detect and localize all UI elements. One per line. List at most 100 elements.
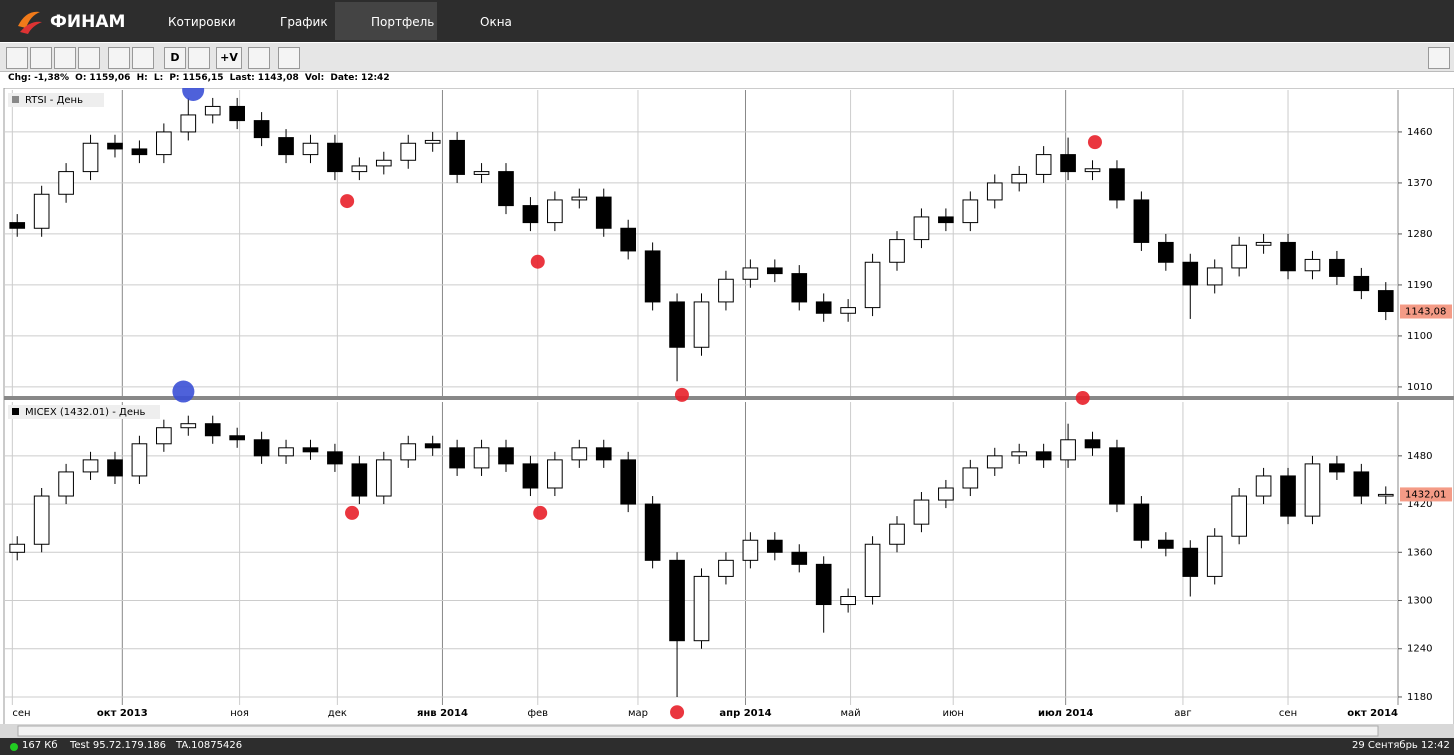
candle-body: [1231, 244, 1247, 269]
candle-body: [1109, 168, 1125, 201]
candle-body: [1060, 439, 1076, 461]
candle-body: [1280, 241, 1296, 272]
candle-body: [1182, 261, 1199, 286]
tool-button[interactable]: [30, 47, 52, 69]
candle-body: [131, 148, 148, 156]
y-tick-label: 1370: [1407, 178, 1432, 189]
marker: [172, 380, 195, 403]
tool-button[interactable]: [132, 47, 154, 69]
candle-body: [815, 563, 832, 606]
x-tick-label: фев: [527, 708, 548, 719]
candle-body: [449, 139, 465, 175]
candle-body: [1060, 154, 1076, 173]
label: P:: [169, 73, 180, 83]
candle-body: [693, 301, 710, 348]
candle-body: [58, 171, 74, 195]
candle-body: [522, 205, 539, 224]
status-dot: [10, 743, 18, 751]
info-bar: Chg: -1,38% O: 1159,06 H: L: P: 1156,15 Las…: [8, 73, 393, 83]
value: 1156,15: [182, 73, 224, 83]
menu-item[interactable]: Котировки: [168, 15, 236, 29]
candle-body: [1255, 475, 1272, 497]
tool-button[interactable]: [78, 47, 100, 69]
label: H:: [136, 73, 148, 83]
menu-item[interactable]: Окна: [480, 15, 512, 29]
candle-body: [742, 539, 759, 561]
candle-body: [938, 487, 954, 501]
candle-body: [9, 543, 26, 553]
y-tick-label: 1420: [1407, 499, 1432, 510]
candle-body: [1377, 290, 1394, 313]
marker: [674, 387, 689, 402]
candle-body: [424, 139, 441, 144]
candle-body: [547, 459, 563, 489]
candle-body: [302, 142, 319, 156]
candle-body: [1011, 173, 1028, 184]
top-nav: ФИНАМ Котировки График Портфель Окна: [0, 0, 1454, 42]
candle-body: [840, 595, 856, 606]
candle-body: [229, 105, 245, 122]
panel-icon: [12, 408, 19, 415]
candle-body: [889, 523, 905, 545]
candle-body: [766, 267, 783, 275]
candle-body: [864, 261, 881, 309]
y-tick-label: 1190: [1407, 280, 1432, 291]
candle-body: [180, 423, 197, 429]
candle-body: [473, 447, 490, 469]
candle-body: [302, 447, 319, 453]
tool-button[interactable]: [6, 47, 28, 69]
menu-item[interactable]: График: [280, 15, 328, 29]
candle-body: [938, 216, 954, 224]
candle-body: [351, 165, 368, 173]
status-text: Test 95.72.179.186: [70, 740, 167, 751]
tool-button[interactable]: [188, 47, 210, 69]
scroll-thumb[interactable]: [17, 725, 1379, 737]
x-tick-label: окт 2014: [1347, 708, 1398, 719]
candle-body: [204, 423, 221, 437]
candle-body: [962, 467, 979, 489]
candle-body: [1231, 495, 1247, 537]
tool-button[interactable]: +V: [216, 47, 242, 69]
candle-body: [82, 142, 99, 173]
tool-button[interactable]: [278, 47, 300, 69]
candle-body: [400, 142, 417, 161]
candle-body: [913, 499, 930, 525]
marker: [182, 88, 205, 101]
candle-body: [766, 539, 783, 553]
candle-body: [620, 227, 637, 252]
x-tick-label: мар: [628, 708, 648, 719]
x-tick-label: июн: [942, 708, 963, 719]
tool-button[interactable]: [54, 47, 76, 69]
candle-body: [986, 455, 1003, 469]
status-text: 29 Сентябрь 12:42: [1352, 740, 1450, 751]
candle-body: [278, 137, 294, 156]
candle-body: [962, 199, 979, 224]
tool-button[interactable]: [248, 47, 270, 69]
candle-body: [156, 131, 172, 156]
y-tick-label: 1010: [1407, 382, 1432, 393]
candle-body: [595, 196, 612, 229]
menu-item[interactable]: Портфель: [371, 15, 435, 29]
tool-button[interactable]: D: [164, 47, 186, 69]
x-tick-label: янв 2014: [417, 708, 468, 719]
tool-button[interactable]: [108, 47, 130, 69]
candle-body: [693, 575, 710, 642]
status-text: TA.10875426: [176, 740, 243, 751]
x-tick-label: дек: [328, 708, 347, 719]
candle-body: [1158, 241, 1174, 263]
tool-button[interactable]: [1428, 47, 1450, 69]
candle-body: [278, 447, 294, 457]
value: 1143,08: [257, 73, 299, 83]
panel-title: RTSI - День: [25, 95, 83, 106]
marker: [1087, 135, 1102, 150]
y-tick-label: 1300: [1407, 596, 1432, 607]
candle-body: [327, 451, 343, 465]
candle-body: [669, 559, 685, 642]
value: 12:42: [360, 73, 390, 83]
y-tick-label: 1100: [1407, 331, 1432, 342]
candle-body: [742, 267, 759, 280]
candle-body: [107, 142, 123, 150]
candle-body: [82, 459, 99, 473]
label: O:: [75, 73, 87, 83]
status-text: 167 Кб: [22, 740, 58, 751]
